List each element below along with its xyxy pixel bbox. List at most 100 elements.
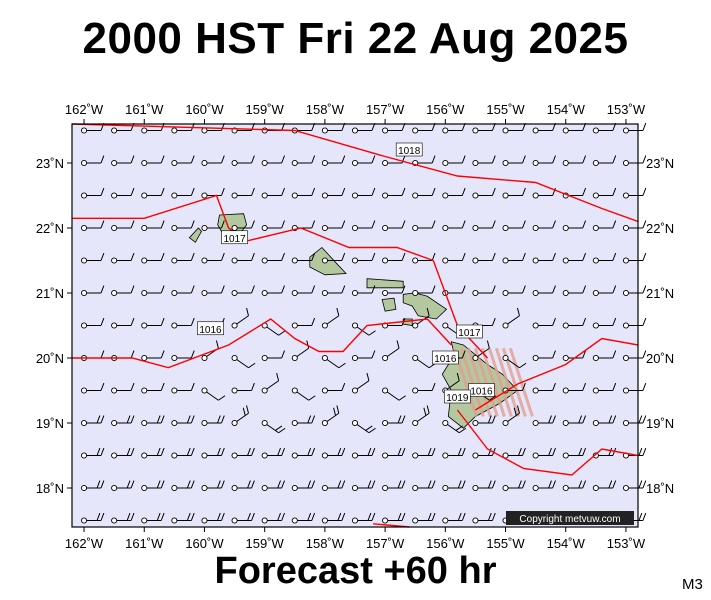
wind-barb: [562, 285, 587, 297]
wind-barb: [111, 512, 135, 524]
wind-barb: [111, 447, 135, 459]
wind-barb: [111, 415, 135, 427]
isobar-line: [456, 409, 639, 476]
wind-barb: [592, 350, 617, 362]
wind-barb: [171, 415, 195, 427]
island-oahu: [309, 246, 347, 276]
wind-barbs-layer: [80, 122, 647, 524]
wind-barb: [592, 155, 617, 167]
wind-barb: [382, 415, 406, 427]
wind-barb: [261, 155, 285, 167]
wind-barb: [592, 220, 617, 232]
wind-barb: [562, 415, 587, 427]
wind-barb: [321, 405, 340, 427]
wind-barb: [592, 122, 617, 134]
wind-barb: [351, 220, 376, 232]
wind-barb: [261, 322, 286, 336]
wind-barb: [351, 155, 376, 167]
wind-barb: [231, 447, 255, 459]
wind-barb: [502, 307, 520, 329]
wind-barb: [562, 252, 587, 264]
wind-barb: [532, 252, 556, 264]
wind-barb: [201, 252, 225, 264]
wind-barb: [472, 340, 490, 362]
wind-barb: [412, 187, 436, 199]
lon-tick-label-top: 153˚W: [607, 102, 646, 117]
wind-barb: [472, 447, 496, 459]
wind-barb: [141, 220, 165, 232]
wind-barb: [321, 512, 346, 524]
wind-barb: [412, 480, 436, 492]
wind-barb: [321, 285, 346, 297]
wind-barb: [321, 252, 346, 264]
island-molokai: [366, 278, 404, 289]
wind-barb: [111, 382, 135, 394]
wind-barb: [562, 155, 587, 167]
wind-barb: [231, 187, 255, 199]
wind-barb: [502, 252, 526, 264]
wind-barb: [562, 480, 587, 492]
lon-tick-label-top: 156˚W: [426, 102, 465, 117]
wind-barb: [321, 307, 340, 329]
wind-barb: [442, 155, 466, 167]
svg-text:1016: 1016: [470, 387, 493, 398]
isobar-label: 1018: [395, 142, 423, 157]
lon-tick-label-bottom: 158˚W: [306, 536, 345, 551]
wind-barb: [80, 220, 105, 232]
wind-barb: [291, 340, 310, 362]
wind-barb: [111, 155, 135, 167]
wind-barb: [382, 512, 406, 524]
svg-text:1019: 1019: [446, 393, 469, 404]
wind-barb: [291, 415, 316, 427]
wind-barb: [592, 415, 617, 427]
wind-barb: [261, 285, 285, 297]
wind-barb: [351, 512, 376, 524]
wind-barb: [141, 285, 165, 297]
wind-barb: [562, 220, 587, 232]
wind-barb: [141, 447, 165, 459]
wind-barb: [171, 512, 195, 524]
wind-barb: [502, 447, 526, 459]
wind-barb: [321, 382, 346, 394]
wind-barb: [472, 512, 496, 524]
wind-barb: [201, 447, 225, 459]
isobar-line: [71, 123, 639, 223]
wind-barb: [351, 480, 376, 492]
wind-barb: [291, 187, 316, 199]
wind-barb: [351, 322, 376, 336]
isobar-label: 1019: [444, 389, 471, 404]
svg-text:1016: 1016: [199, 325, 222, 336]
lat-tick-label-left: 23˚N: [36, 156, 64, 171]
wind-barb: [321, 122, 346, 134]
isobar-line: [72, 318, 452, 369]
wind-barb: [351, 350, 376, 362]
lon-tick-label-bottom: 162˚W: [65, 536, 104, 551]
wind-barb: [382, 220, 406, 232]
wind-barb: [171, 252, 195, 264]
svg-text:1018: 1018: [398, 146, 421, 157]
wind-barb: [472, 480, 496, 492]
wind-barb: [141, 350, 165, 362]
lon-tick-label-bottom: 154˚W: [547, 536, 586, 551]
wind-barb: [291, 317, 316, 329]
wind-barb: [201, 285, 225, 297]
wind-barb: [231, 285, 255, 297]
island-lanai: [381, 297, 397, 312]
wind-barb: [231, 307, 249, 329]
wind-barb: [532, 220, 556, 232]
lon-tick-label-bottom: 157˚W: [366, 536, 405, 551]
axis-ticks: 162˚W 162˚W 161˚W 161˚W 160˚W 160˚W 159˚W 159˚W…: [36, 102, 674, 551]
wind-barb: [261, 480, 285, 492]
wind-barb: [171, 350, 195, 362]
wind-barb: [502, 187, 526, 199]
wind-barb: [382, 387, 406, 401]
wind-barb: [382, 447, 406, 459]
lat-tick-label-left: 22˚N: [36, 221, 64, 236]
wind-barb: [80, 317, 105, 329]
wind-barb: [351, 285, 376, 297]
wind-barb: [261, 372, 280, 394]
wind-barb: [532, 317, 556, 329]
rain-streak: [480, 347, 506, 417]
wind-barb: [80, 187, 105, 199]
lat-tick-label-left: 18˚N: [36, 481, 64, 496]
